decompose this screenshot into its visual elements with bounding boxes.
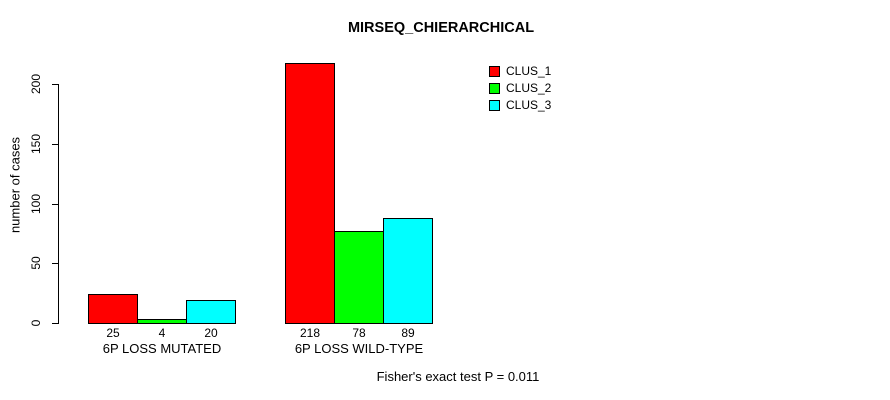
y-tick-label: 200	[29, 73, 43, 95]
legend-row: CLUS_3	[489, 99, 551, 111]
y-tick-label: 0	[29, 319, 43, 327]
annotation-text: Fisher's exact test P = 0.011	[376, 369, 540, 384]
y-tick	[52, 204, 58, 205]
bar-value-label: 218	[299, 326, 321, 340]
bar	[285, 63, 335, 324]
bar-value-label: 78	[352, 326, 366, 340]
legend-swatch	[489, 82, 500, 94]
chart-title: MIRSEQ_CHIERARCHICAL	[347, 20, 535, 36]
bar	[88, 294, 138, 324]
y-tick	[52, 263, 58, 264]
y-tick	[52, 144, 58, 145]
bar-value-label: 25	[106, 326, 120, 340]
legend-label: CLUS_1	[506, 64, 552, 78]
y-tick-label: 100	[29, 193, 43, 215]
y-tick	[52, 84, 58, 85]
legend-label: CLUS_3	[506, 98, 552, 112]
bar-value-label: 20	[204, 326, 218, 340]
legend-label: CLUS_2	[506, 81, 552, 95]
bar-value-label: 4	[158, 326, 166, 340]
x-category-label: 6P LOSS MUTATED	[102, 341, 222, 356]
legend-row: CLUS_1	[489, 65, 551, 77]
y-tick-label: 150	[29, 133, 43, 155]
bar	[137, 319, 187, 324]
bar	[334, 231, 384, 324]
legend-row: CLUS_2	[489, 82, 551, 94]
bar	[383, 218, 433, 324]
legend-swatch	[489, 65, 500, 77]
bar-value-label: 89	[401, 326, 415, 340]
legend: CLUS_1 CLUS_2 CLUS_3	[489, 65, 551, 116]
bar	[186, 300, 236, 324]
y-axis-label: number of cases	[7, 136, 23, 234]
y-axis-line	[58, 84, 59, 324]
legend-swatch	[489, 99, 500, 111]
y-tick-label: 50	[29, 256, 43, 270]
x-category-label: 6P LOSS WILD-TYPE	[294, 341, 424, 356]
y-tick	[52, 323, 58, 324]
